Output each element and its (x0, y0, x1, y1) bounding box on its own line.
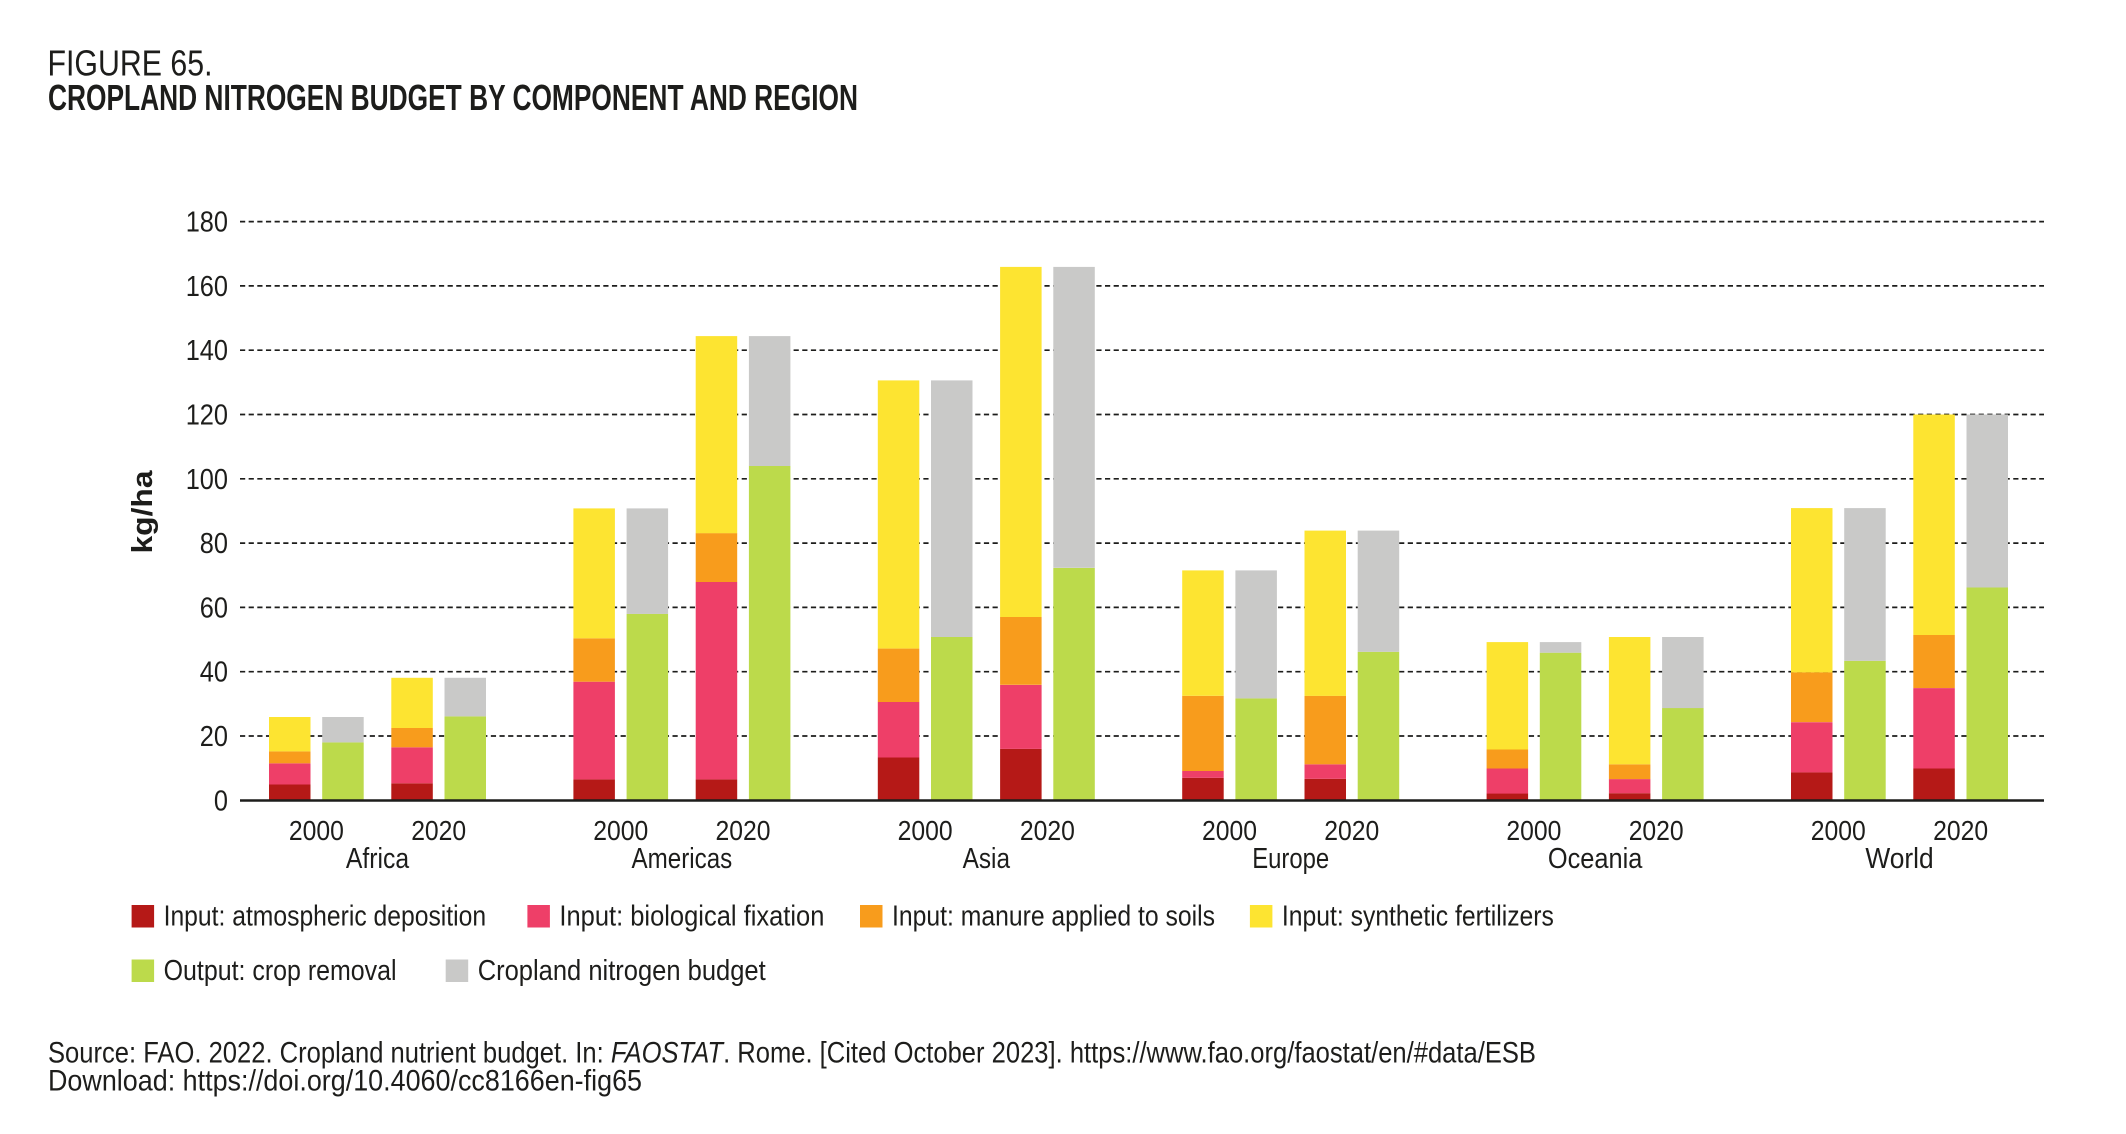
svg-text:2020: 2020 (1020, 815, 1075, 846)
svg-text:FIGURE 65.: FIGURE 65. (48, 42, 213, 83)
svg-text:Oceania: Oceania (1548, 843, 1643, 875)
svg-text:100: 100 (186, 464, 228, 496)
svg-text:Output: crop removal: Output: crop removal (164, 955, 397, 987)
svg-text:2000: 2000 (1811, 815, 1866, 846)
svg-text:Africa: Africa (346, 843, 410, 875)
svg-text:60: 60 (200, 592, 228, 624)
svg-text:Input: synthetic fertilizers: Input: synthetic fertilizers (1282, 901, 1554, 933)
svg-text:Input: atmospheric deposition: Input: atmospheric deposition (164, 901, 487, 933)
svg-text:Americas: Americas (632, 843, 733, 875)
svg-text:40: 40 (200, 657, 228, 689)
svg-text:140: 140 (186, 335, 228, 367)
svg-text:kg/ha: kg/ha (127, 470, 159, 554)
svg-text:160: 160 (186, 271, 228, 303)
svg-text:2000: 2000 (898, 815, 953, 846)
svg-text:2020: 2020 (716, 815, 771, 846)
svg-text:80: 80 (200, 528, 228, 560)
svg-text:2020: 2020 (1933, 815, 1988, 846)
svg-text:120: 120 (186, 400, 228, 432)
svg-text:2000: 2000 (289, 815, 344, 846)
svg-text:2020: 2020 (411, 815, 466, 846)
svg-text:2020: 2020 (1324, 815, 1379, 846)
svg-text:Input: manure applied to soils: Input: manure applied to soils (892, 901, 1215, 933)
svg-text:CROPLAND NITROGEN BUDGET BY CO: CROPLAND NITROGEN BUDGET BY COMPONENT AN… (48, 77, 858, 118)
svg-text:Input: biological fixation: Input: biological fixation (559, 901, 824, 933)
svg-text:Cropland nitrogen budget: Cropland nitrogen budget (478, 955, 766, 987)
svg-text:Europe: Europe (1252, 843, 1329, 875)
svg-text:180: 180 (186, 207, 228, 239)
svg-text:0: 0 (214, 785, 228, 817)
svg-text:2000: 2000 (1506, 815, 1561, 846)
svg-text:World: World (1865, 843, 1933, 875)
svg-text:2020: 2020 (1629, 815, 1684, 846)
svg-text:Download: https://doi.org/10.4: Download: https://doi.org/10.4060/cc8166… (48, 1065, 642, 1098)
svg-text:2000: 2000 (1202, 815, 1257, 846)
svg-text:Asia: Asia (963, 843, 1011, 875)
svg-text:Source: FAO. 2022. Cropland nu: Source: FAO. 2022. Cropland nutrient bud… (48, 1036, 1536, 1069)
svg-text:2000: 2000 (593, 815, 648, 846)
svg-text:20: 20 (200, 721, 228, 753)
